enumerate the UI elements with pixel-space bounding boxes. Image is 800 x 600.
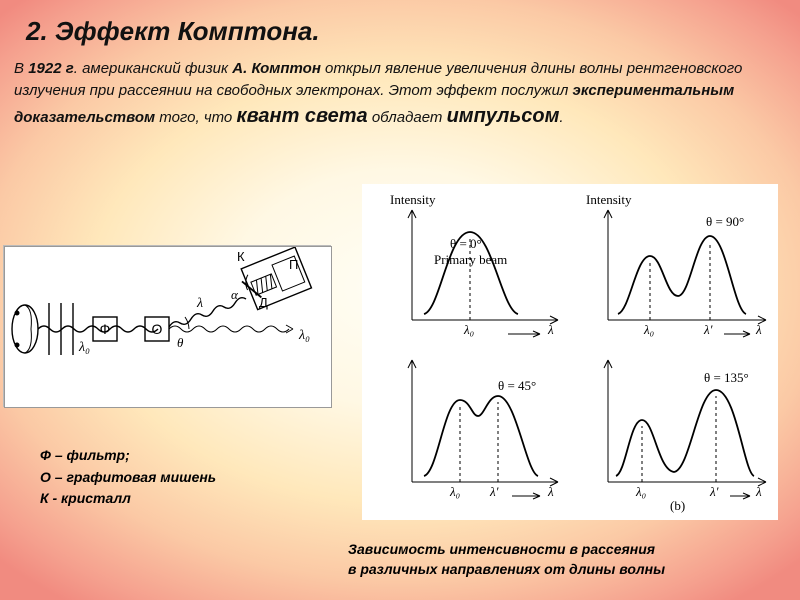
b-label: (b) [670, 498, 685, 513]
tick-lp: λ′ [703, 322, 713, 337]
label-theta: θ [177, 335, 184, 350]
axis-y: Intensity [390, 192, 436, 207]
scattering-charts: Intensity θ = 0° Primary beam λ₀ λ Inten… [362, 184, 778, 520]
tick-l0: λ₀ [463, 322, 474, 337]
axis-x: λ [547, 322, 554, 337]
legend-line: К - кристалл [40, 488, 216, 510]
legend-line: Ф – фильтр; [40, 445, 216, 467]
charts-caption: Зависимость интенсивности в рассеяния в … [348, 540, 788, 579]
tick-l0: λ₀ [635, 484, 646, 499]
label-O: О [152, 321, 163, 337]
t: . американский физик [74, 60, 233, 77]
theta-label: θ = 90° [706, 214, 744, 229]
t: квант света [236, 105, 367, 127]
theta-label: θ = 45° [498, 378, 536, 393]
label-alpha: α [231, 287, 239, 302]
axis-x: λ [755, 322, 762, 337]
caption-line: Зависимость интенсивности в рассеяния [348, 540, 788, 560]
label-K: К [237, 249, 245, 264]
label-l: λ [196, 296, 203, 311]
theta-label: θ = 0° [450, 236, 482, 251]
tick-l0: λ₀ [643, 322, 654, 337]
theta-label: θ = 135° [704, 370, 749, 385]
setup-legend: Ф – фильтр; О – графитовая мишень К - кр… [40, 445, 216, 510]
label-l0b: λ₀ [298, 328, 310, 343]
intro-paragraph: В 1922 г. американский физик А. Комптон … [14, 58, 794, 131]
tick-l0: λ₀ [449, 484, 460, 499]
axis-x: λ [755, 484, 762, 499]
axis-y: Intensity [586, 192, 632, 207]
t: импульсом [447, 105, 560, 127]
t: В [14, 60, 28, 77]
axis-x: λ [547, 484, 554, 499]
label-P: П [289, 257, 298, 272]
label-D: Д [259, 295, 268, 310]
tick-lp: λ′ [709, 484, 719, 499]
t: обладает [368, 109, 447, 126]
primary-label: Primary beam [434, 252, 507, 267]
setup-diagram: Ф λ₀ О λ₀ λ θ α К П Д [4, 246, 332, 408]
legend-line: О – графитовая мишень [40, 467, 216, 489]
tick-lp: λ′ [489, 484, 499, 499]
t: того, что [155, 109, 236, 126]
t: А. Комптон [232, 60, 321, 77]
label-F: Ф [100, 321, 111, 337]
caption-line: в различных направлениях от длины волны [348, 560, 788, 580]
t: 1922 г [28, 60, 74, 77]
t: . [559, 109, 563, 126]
page-title: 2. Эффект Комптона. [26, 16, 320, 47]
label-l0: λ₀ [78, 340, 90, 355]
